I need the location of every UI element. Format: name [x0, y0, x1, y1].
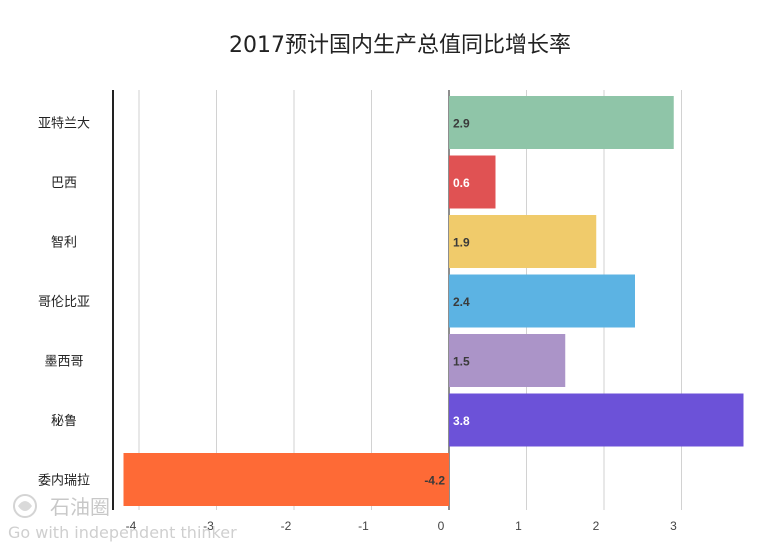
bar — [449, 96, 674, 149]
x-tick-label: 3 — [670, 519, 677, 533]
category-label: 亚特兰大 — [38, 117, 90, 132]
bar — [449, 393, 744, 447]
watermark-logo-icon — [13, 494, 37, 518]
watermark-tagline: Go with independent thinker — [8, 523, 237, 542]
data-label: 3.8 — [453, 414, 470, 428]
category-label: 委内瑞拉 — [38, 473, 90, 489]
bar — [449, 215, 597, 268]
bar — [449, 334, 566, 387]
category-label: 哥伦比亚 — [38, 295, 90, 310]
data-label: 0.6 — [453, 176, 470, 190]
x-tick-label: -2 — [281, 519, 292, 533]
x-tick-label: -1 — [358, 519, 369, 533]
x-tick-label: -3 — [203, 519, 214, 533]
data-label: -4.2 — [424, 474, 445, 488]
x-tick-label: 1 — [515, 519, 522, 533]
bars — [123, 96, 744, 506]
data-label: 1.5 — [453, 355, 470, 369]
category-label: 巴西 — [51, 176, 77, 191]
category-label: 智利 — [51, 236, 77, 251]
data-label: 2.9 — [453, 117, 470, 131]
chart-title: 2017预计国内生产总值同比增长率 — [229, 33, 571, 58]
data-label: 2.4 — [453, 295, 470, 309]
x-tick-label: 0 — [438, 519, 445, 533]
watermark-name: 石油圈 — [50, 495, 110, 519]
x-tick-label: 2 — [593, 519, 600, 533]
bar — [449, 274, 635, 328]
category-label: 秘鲁 — [51, 414, 77, 429]
category-label: 墨西哥 — [44, 355, 83, 370]
bar — [449, 155, 496, 209]
data-labels: 2.9 0.6 1.9 2.4 1.5 3.8 -4.2 — [424, 117, 470, 488]
x-tick-labels: -4 -3 -2 -1 0 1 2 3 — [126, 519, 677, 533]
bar — [123, 453, 449, 506]
x-tick-label: -4 — [126, 519, 137, 533]
data-label: 1.9 — [453, 236, 470, 250]
watermark: 石油圈 Go with independent thinker — [8, 494, 237, 542]
